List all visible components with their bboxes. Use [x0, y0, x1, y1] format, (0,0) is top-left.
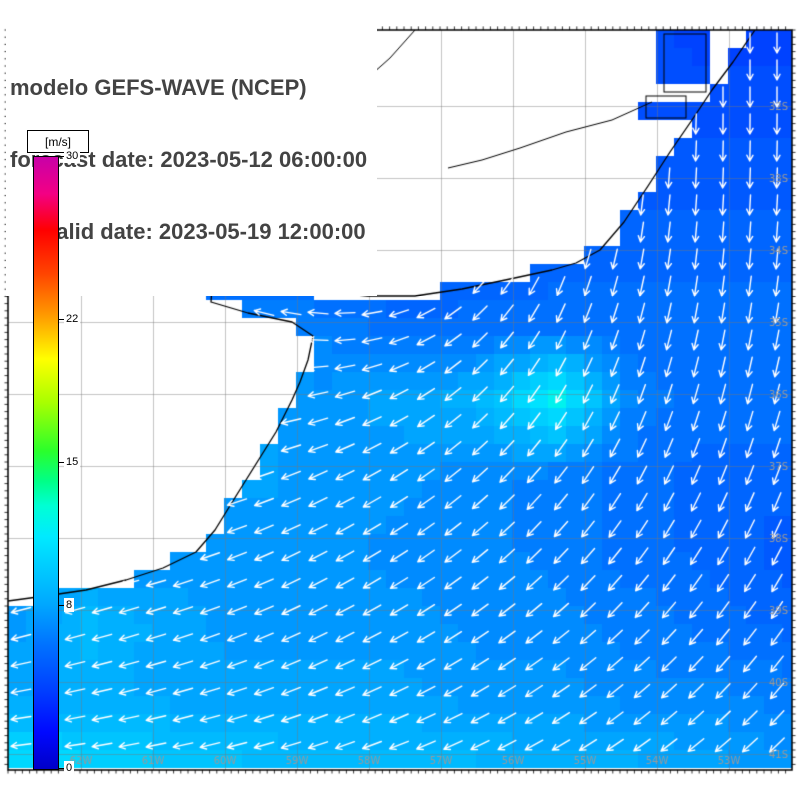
- model-title: modelo GEFS-WAVE (NCEP): [10, 75, 307, 100]
- colorbar-unit-label: [m/s]: [27, 130, 89, 153]
- valid-date-line: valid date: 2023-05-19 12:00:00: [44, 219, 366, 244]
- colorbar-tick-label: 8: [64, 597, 75, 612]
- colorbar-tick-mark: [59, 604, 64, 606]
- title-block: modelo GEFS-WAVE (NCEP) forecast date: 2…: [6, 26, 378, 296]
- colorbar-tick-mark: [59, 768, 64, 769]
- colorbar-tick-mark: [59, 319, 64, 321]
- colorbar-tick-label: 30: [64, 149, 81, 163]
- colorbar-tick-mark: [59, 156, 64, 157]
- colorbar-tick-label: 22: [64, 312, 81, 327]
- colorbar-tick-label: 15: [64, 455, 81, 469]
- colorbar-tick-mark: [59, 462, 64, 463]
- colorbar-tick-label: 0: [64, 761, 75, 775]
- colorbar-gradient: [33, 156, 59, 770]
